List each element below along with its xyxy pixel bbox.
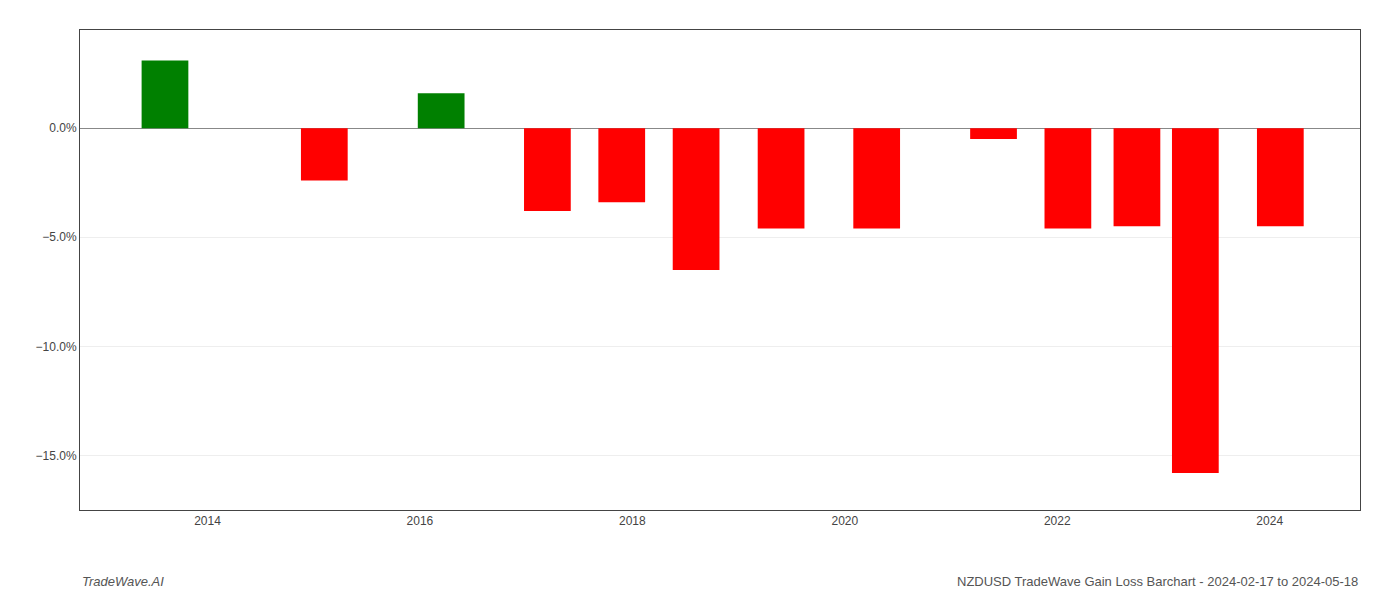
svg-text:TradeWave.AI: TradeWave.AI	[82, 574, 164, 589]
svg-text:2024: 2024	[1256, 514, 1283, 528]
svg-text:2022: 2022	[1044, 514, 1071, 528]
svg-text:NZDUSD TradeWave Gain Loss Bar: NZDUSD TradeWave Gain Loss Barchart - 20…	[957, 574, 1358, 589]
svg-text:2016: 2016	[407, 514, 434, 528]
svg-text:2014: 2014	[194, 514, 221, 528]
svg-text:2018: 2018	[619, 514, 646, 528]
svg-text:0.0%: 0.0%	[49, 121, 77, 135]
svg-text:2020: 2020	[831, 514, 858, 528]
svg-text:−10.0%: −10.0%	[36, 340, 77, 354]
svg-text:−15.0%: −15.0%	[36, 449, 77, 463]
svg-text:−5.0%: −5.0%	[42, 230, 77, 244]
